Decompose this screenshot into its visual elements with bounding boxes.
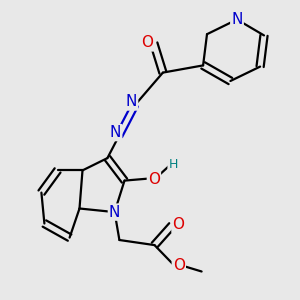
Text: O: O xyxy=(172,217,184,232)
Text: H: H xyxy=(168,158,178,172)
Text: O: O xyxy=(148,172,160,187)
Text: N: N xyxy=(109,205,120,220)
Text: O: O xyxy=(141,35,153,50)
Text: N: N xyxy=(231,12,243,27)
Text: N: N xyxy=(110,125,121,140)
Text: O: O xyxy=(173,258,185,273)
Text: N: N xyxy=(126,94,137,110)
